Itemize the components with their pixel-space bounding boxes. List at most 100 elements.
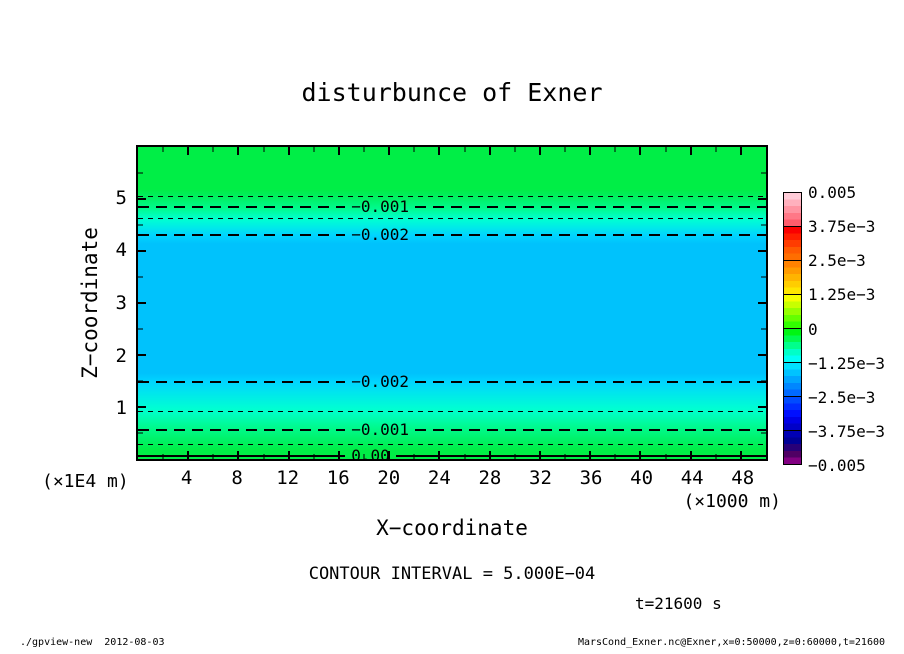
colorbar-labels: 0.005 3.75e−3 2.5e−3 1.25e−3 0 −1.25e−3 −2.5e−… [808, 183, 903, 475]
plot-area: −0.001 −0.002 −0.002 −0.001 0.00 [136, 145, 768, 461]
colorbar-segment [784, 193, 801, 227]
y-tick-label: 3 [115, 292, 127, 314]
x-minor-tick [413, 147, 415, 152]
x-tick-label: 44 [680, 467, 704, 489]
y-minor-tick [761, 328, 766, 330]
y-minor-tick [138, 172, 143, 174]
y-major-tick [138, 354, 146, 356]
y-minor-tick [761, 432, 766, 434]
contour-interval-text: CONTOUR INTERVAL = 5.000E−04 [308, 564, 596, 584]
x-major-tick [639, 147, 642, 155]
footer-program-info: ./gpview-new 2012-08-03 [20, 637, 165, 648]
x-major-tick [287, 147, 290, 155]
y-major-tick [138, 250, 146, 252]
y-major-tick [758, 250, 766, 252]
x-tick-label: 48 [731, 467, 755, 489]
x-major-tick [388, 451, 391, 459]
x-tick-label: 32 [529, 467, 552, 489]
x-tick-label: 40 [630, 467, 654, 489]
contour-line-labeled: −0.001 [138, 198, 766, 216]
contour-line-segment [415, 381, 766, 383]
x-tick-label: 12 [276, 467, 300, 489]
contour-line-segment [415, 206, 766, 208]
y-minor-tick [138, 276, 143, 278]
colorbar-segment [784, 227, 801, 261]
contour-line [138, 444, 766, 445]
y-tick-label: 4 [115, 239, 127, 262]
contour-label: −0.002 [351, 225, 410, 244]
y-tick-label: 2 [115, 344, 127, 367]
x-minor-tick [363, 147, 365, 152]
colorbar-segment [784, 397, 801, 431]
contour-line [138, 411, 766, 412]
x-major-tick [689, 147, 692, 155]
y-major-tick [138, 198, 146, 200]
x-minor-tick [564, 147, 566, 152]
chart-title: disturbunce of Exner [301, 78, 603, 107]
x-tick-label: 36 [579, 467, 603, 489]
x-major-tick [488, 147, 491, 155]
contour-line-labeled: −0.002 [138, 226, 766, 244]
y-major-tick [758, 198, 766, 200]
colorbar-tick-label: 0 [808, 319, 818, 339]
colorbar-tick-label: 0.005 [808, 183, 857, 202]
colorbar-segment [784, 295, 801, 329]
time-annotation: t=21600 s [635, 594, 722, 613]
colorbar-tick-label: −0.005 [808, 456, 866, 475]
y-minor-tick [138, 328, 143, 330]
colorbar-tick-label: −1.25e−3 [808, 353, 886, 373]
contour-line-segment [138, 234, 346, 236]
contour-line [138, 196, 766, 197]
x-tick-label: 4 [180, 467, 193, 489]
x-minor-tick [212, 147, 214, 152]
colorbar-segment [784, 431, 801, 464]
x-minor-tick [614, 147, 616, 152]
contour-line-labeled: −0.002 [138, 373, 766, 391]
y-minor-tick [138, 224, 143, 226]
colorbar-tick-label: 1.25e−3 [808, 285, 876, 305]
x-major-tick [337, 147, 340, 155]
footer-file-info: MarsCond_Exner.nc@Exner,x=0:50000,z=0:60… [577, 637, 885, 648]
colorbar-segment [784, 363, 801, 397]
y-major-tick [758, 406, 766, 408]
x-minor-tick [665, 147, 667, 152]
colorbar-tick-label: 2.5e−3 [808, 251, 866, 271]
colorbar [783, 192, 802, 465]
x-major-tick [237, 147, 240, 155]
colorbar-segment [784, 329, 801, 363]
x-axis-label: X−coordinate [376, 516, 528, 540]
colorbar-segment [784, 261, 801, 295]
contour-line-labeled: −0.001 [138, 421, 766, 439]
colorbar-tick-label: −2.5e−3 [808, 387, 876, 407]
contour-line-segment [138, 429, 346, 431]
x-major-tick [438, 147, 441, 155]
contour-label: 0.00 [351, 446, 390, 461]
y-minor-tick [761, 276, 766, 278]
x-minor-tick [363, 454, 365, 459]
x-minor-tick [464, 147, 466, 152]
x-minor-tick [715, 147, 717, 152]
contour-line-segment [138, 455, 346, 457]
y-tick-label: 1 [115, 397, 127, 420]
y-major-tick [758, 302, 766, 304]
x-minor-tick [313, 147, 315, 152]
y-axis-units: (×1E4 m) [42, 471, 129, 492]
x-tick-label: 24 [427, 467, 451, 489]
x-major-tick [538, 147, 541, 155]
x-tick-label: 8 [231, 467, 243, 489]
x-minor-tick [162, 147, 164, 152]
y-major-tick [758, 354, 766, 356]
contour-line [138, 218, 766, 219]
y-major-tick [138, 302, 146, 304]
y-major-tick [138, 406, 146, 408]
contour-line-segment [138, 381, 346, 383]
contour-line-segment [395, 455, 766, 457]
y-minor-tick [761, 224, 766, 226]
x-major-tick [589, 147, 592, 155]
contour-label: −0.001 [351, 197, 410, 216]
x-tick-label: 16 [326, 467, 350, 489]
contour-label: −0.002 [351, 372, 410, 391]
x-minor-tick [514, 147, 516, 152]
contour-line-segment [138, 206, 346, 208]
